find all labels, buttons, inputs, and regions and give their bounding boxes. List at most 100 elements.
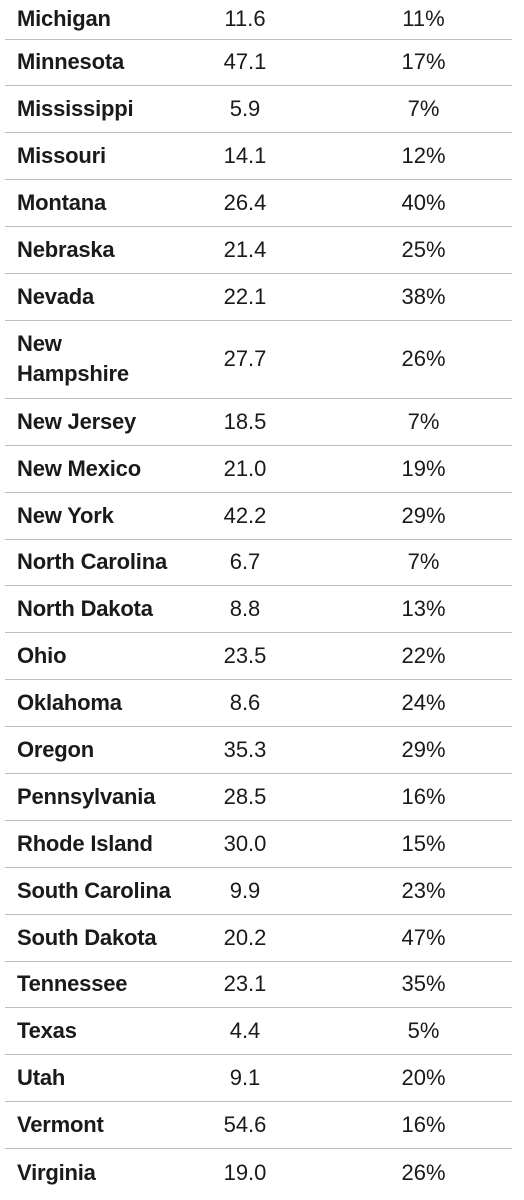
percent-cell: 26%	[401, 1159, 446, 1185]
table-row: Tennessee 23.1 35%	[5, 962, 512, 1009]
state-name: Oregon	[17, 737, 95, 763]
value-cell: 30.0	[223, 830, 267, 856]
percent-cell: 26%	[401, 346, 446, 372]
percent-cell: 35%	[401, 971, 446, 997]
value-cell: 35.3	[223, 737, 267, 763]
state-name: Montana	[17, 190, 107, 216]
value-cell: 20.2	[223, 924, 267, 950]
state-name: New Mexico	[17, 455, 141, 481]
value-cell: 8.8	[229, 596, 261, 622]
percent-cell: 16%	[401, 783, 446, 809]
value-cell: 6.7	[229, 549, 261, 575]
percent-cell: 5%	[407, 1018, 440, 1044]
value-cell: 9.1	[229, 1065, 261, 1091]
value-cell: 14.1	[223, 143, 267, 169]
percent-cell: 17%	[401, 49, 446, 75]
percent-cell: 29%	[401, 737, 446, 763]
state-name: Virginia	[17, 1159, 96, 1185]
table-row: New York 42.2 29%	[5, 493, 512, 540]
percent-cell: 7%	[407, 408, 440, 434]
table-row: Missouri 14.1 12%	[5, 133, 512, 181]
value-cell: 18.5	[223, 408, 267, 434]
percent-cell: 29%	[401, 502, 446, 528]
state-name: Michigan	[17, 6, 111, 32]
percent-cell: 7%	[407, 549, 440, 575]
value-cell: 23.5	[223, 643, 267, 669]
table-row: South Dakota 20.2 47%	[5, 915, 512, 962]
value-cell: 21.0	[223, 455, 267, 481]
state-name: Nebraska	[17, 237, 115, 262]
state-name: Missouri	[17, 143, 106, 169]
state-name: Vermont	[17, 1112, 104, 1138]
percent-cell: 13%	[401, 596, 446, 622]
table-row: Mississippi 5.9 7%	[5, 86, 512, 134]
table-row: Virginia 19.0 26%	[5, 1149, 512, 1196]
state-name: North Dakota	[17, 596, 153, 622]
table-row: Oklahoma 8.6 24%	[5, 680, 512, 728]
percent-cell: 47%	[401, 924, 446, 950]
value-cell: 21.4	[223, 237, 267, 262]
state-name: Rhode Island	[17, 830, 153, 856]
table-row: Nebraska 21.4 25%	[5, 227, 512, 274]
table-row: Vermont 54.6 16%	[5, 1102, 512, 1150]
table-row: Texas 4.4 5%	[5, 1008, 512, 1056]
value-cell: 47.1	[223, 49, 267, 75]
value-cell: 5.9	[229, 96, 261, 122]
percent-cell: 20%	[401, 1065, 446, 1091]
percent-cell: 7%	[407, 96, 440, 122]
state-name: North Carolina	[17, 549, 167, 575]
percent-cell: 22%	[401, 643, 446, 669]
value-cell: 26.4	[223, 190, 267, 216]
percent-cell: 11%	[402, 6, 445, 32]
table-row: New Hampshire 27.7 26%	[5, 321, 512, 399]
percent-cell: 12%	[401, 143, 446, 169]
percent-cell: 38%	[401, 283, 446, 309]
table-row: Rhode Island 30.0 15%	[5, 821, 512, 868]
value-cell: 23.1	[223, 971, 267, 997]
table-row: Pennsylvania 28.5 16%	[5, 774, 512, 821]
value-cell: 4.4	[229, 1018, 261, 1044]
value-cell: 9.9	[229, 877, 261, 903]
state-name: South Dakota	[17, 924, 157, 950]
table-row: Oregon 35.3 29%	[5, 727, 512, 774]
value-cell: 54.6	[223, 1112, 267, 1138]
state-name: Mississippi	[17, 96, 134, 122]
state-name: Tennessee	[17, 971, 128, 997]
value-cell: 19.0	[223, 1159, 267, 1185]
value-cell: 8.6	[229, 690, 261, 716]
state-name: New Jersey	[17, 408, 137, 434]
table-row: Ohio 23.5 22%	[5, 633, 512, 681]
percent-cell: 19%	[401, 455, 446, 481]
state-data-table: Michigan 11.6 11% Minnesota 47.1 17% Mis…	[5, 0, 512, 1196]
state-name: South Carolina	[17, 877, 171, 903]
state-name: Minnesota	[17, 49, 124, 75]
percent-cell: 25%	[401, 237, 446, 262]
value-cell: 11.6	[224, 6, 266, 32]
percent-cell: 24%	[401, 690, 446, 716]
state-name: New Hampshire	[17, 331, 129, 387]
value-cell: 42.2	[223, 502, 267, 528]
state-name: Oklahoma	[17, 690, 122, 716]
table-row: Nevada 22.1 38%	[5, 274, 512, 321]
state-name: Utah	[17, 1065, 66, 1091]
table-row: New Jersey 18.5 7%	[5, 399, 512, 446]
value-cell: 22.1	[223, 283, 267, 309]
value-cell: 27.7	[223, 346, 267, 372]
state-name: Ohio	[17, 643, 67, 669]
percent-cell: 23%	[401, 877, 446, 903]
state-name: New York	[17, 502, 114, 528]
table-row: Utah 9.1 20%	[5, 1055, 512, 1103]
state-name: Texas	[17, 1018, 77, 1044]
percent-cell: 40%	[401, 190, 446, 216]
state-name: Pennsylvania	[17, 783, 156, 809]
value-cell: 28.5	[223, 783, 267, 809]
table-row: North Carolina 6.7 7%	[5, 540, 512, 587]
table-row: South Carolina 9.9 23%	[5, 868, 512, 915]
state-name: Nevada	[17, 283, 95, 309]
table-row: North Dakota 8.8 13%	[5, 586, 512, 634]
percent-cell: 15%	[401, 830, 446, 856]
table-row: Montana 26.4 40%	[5, 180, 512, 228]
table-row: Minnesota 47.1 17%	[5, 40, 512, 87]
percent-cell: 16%	[401, 1112, 446, 1138]
table-row: Michigan 11.6 11%	[5, 0, 512, 40]
